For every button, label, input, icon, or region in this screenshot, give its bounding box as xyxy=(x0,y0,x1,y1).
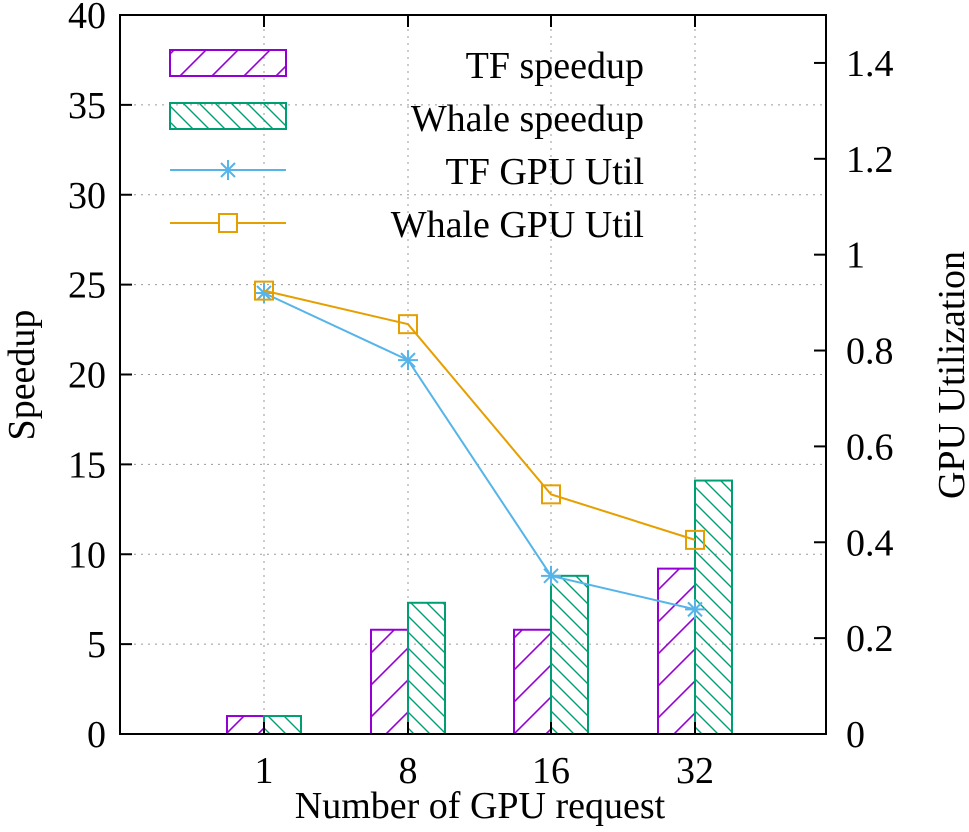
y-tick-label-15: 15 xyxy=(68,444,106,486)
y2-axis-label: GPU Utilization xyxy=(931,251,969,499)
bar-whale-speedup-16 xyxy=(550,574,589,735)
line-whale-gpu-util xyxy=(263,289,696,541)
y2-tick-label-0-8: 0.8 xyxy=(846,331,894,373)
line-tf-gpu-util xyxy=(263,292,696,611)
marker-whale-gpu-util-8 xyxy=(398,314,418,335)
y-axis-label: Speedup xyxy=(1,310,43,441)
x-tick-label-32: 32 xyxy=(676,750,714,792)
bar-tf-speedup-1 xyxy=(226,715,265,736)
y-tick-label-35: 35 xyxy=(68,85,106,127)
y2-tick-label-0-4: 0.4 xyxy=(846,522,894,564)
legend-label-whale-util: Whale GPU Util xyxy=(391,204,644,246)
y-tick-label-20: 20 xyxy=(68,355,106,397)
y2-tick-label-0: 0 xyxy=(846,714,865,756)
y2-tick-label-0-6: 0.6 xyxy=(846,426,894,468)
y-tick-label-10: 10 xyxy=(68,534,106,576)
x-tick-label-8: 8 xyxy=(399,750,418,792)
bar-whale-speedup-1 xyxy=(263,715,302,736)
y-tick-label-25: 25 xyxy=(68,265,106,307)
bar-tf-speedup-8 xyxy=(370,628,409,735)
y2-tick-label-1: 1 xyxy=(846,235,865,277)
marker-whale-gpu-util-16 xyxy=(541,484,561,505)
legend-label-tf-util: TF GPU Util xyxy=(446,151,644,193)
bar-tf-speedup-16 xyxy=(513,628,552,735)
bars xyxy=(226,479,733,736)
legend-swatch-tf-speedup xyxy=(169,49,287,77)
y2-tick-label-0-2: 0.2 xyxy=(846,618,894,660)
marker-whale-gpu-util-32 xyxy=(685,529,705,550)
legend-swatch-whale-speedup xyxy=(169,102,287,130)
y-tick-label-0: 0 xyxy=(87,714,106,756)
bar-whale-speedup-8 xyxy=(407,601,446,735)
x-axis-label: Number of GPU request xyxy=(295,785,666,827)
y-tick-label-5: 5 xyxy=(87,624,106,666)
lines xyxy=(254,280,705,620)
marker-whale-gpu-util-1 xyxy=(254,280,274,301)
y-tick-label-40: 40 xyxy=(68,0,106,37)
legend-label-tf-speedup: TF speedup xyxy=(466,45,644,87)
bar-whale-speedup-32 xyxy=(694,479,733,735)
marker-tf-gpu-util-32 xyxy=(685,599,705,620)
x-tick-label-16: 16 xyxy=(532,750,570,792)
y-tick-label-30: 30 xyxy=(68,175,106,217)
legend-label-whale-speedup: Whale speedup xyxy=(411,98,644,140)
x-tick-label-1: 1 xyxy=(255,750,274,792)
bar-tf-speedup-32 xyxy=(657,567,696,735)
legend: TF speedup Whale speedup TF GPU Util Wha… xyxy=(169,45,644,246)
legend-marker-tf-util xyxy=(218,160,238,180)
y2-tick-label-1-2: 1.2 xyxy=(846,139,894,181)
y2-tick-label-1-4: 1.4 xyxy=(846,43,894,85)
marker-tf-gpu-util-8 xyxy=(398,350,418,371)
legend-marker-whale-util xyxy=(218,213,238,233)
marker-tf-gpu-util-16 xyxy=(541,565,561,586)
axes-ticks: 0 5 10 15 20 25 30 35 40 0 0.2 0.4 0.6 0.8 1 1.2 1.4 1 8 16… xyxy=(68,0,894,792)
